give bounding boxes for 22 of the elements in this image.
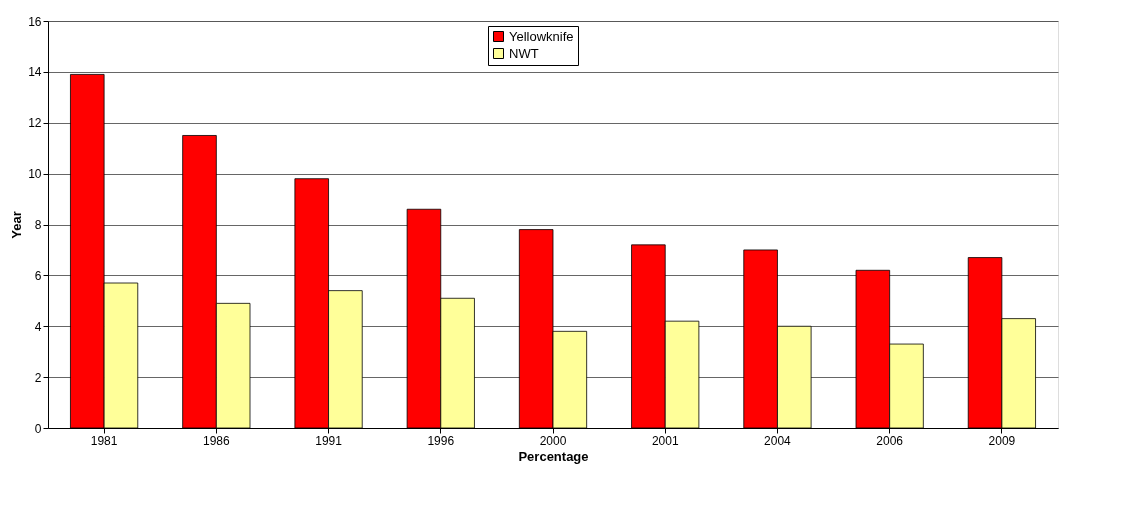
x-tick-label: 2009 xyxy=(988,433,1016,448)
x-tick-label: 1986 xyxy=(202,433,230,448)
y-tick-label: 4 xyxy=(34,319,42,334)
x-axis-title: Percentage xyxy=(518,448,589,464)
y-tick-label: 0 xyxy=(34,421,42,436)
y-tick-label: 2 xyxy=(34,370,42,385)
x-tick-label: 1991 xyxy=(315,433,343,448)
y-axis-title: Year xyxy=(9,211,25,239)
y-tick-label: 14 xyxy=(28,65,42,80)
legend-label: Yellowknife xyxy=(509,28,574,44)
legend-label: NWT xyxy=(509,45,539,61)
y-tick-label: 16 xyxy=(28,14,42,29)
x-tick-label: 1996 xyxy=(427,433,455,448)
y-tick-label: 6 xyxy=(34,268,42,283)
x-tick-label: 2006 xyxy=(876,433,904,448)
x-tick-label: 2000 xyxy=(539,433,567,448)
x-tick-label: 2004 xyxy=(764,433,792,448)
x-tick-label: 1981 xyxy=(90,433,118,448)
x-tick-label: 2001 xyxy=(651,433,679,448)
y-tick-label: 10 xyxy=(28,167,42,182)
y-tick-label: 12 xyxy=(28,116,42,131)
y-tick-label: 8 xyxy=(34,218,42,232)
